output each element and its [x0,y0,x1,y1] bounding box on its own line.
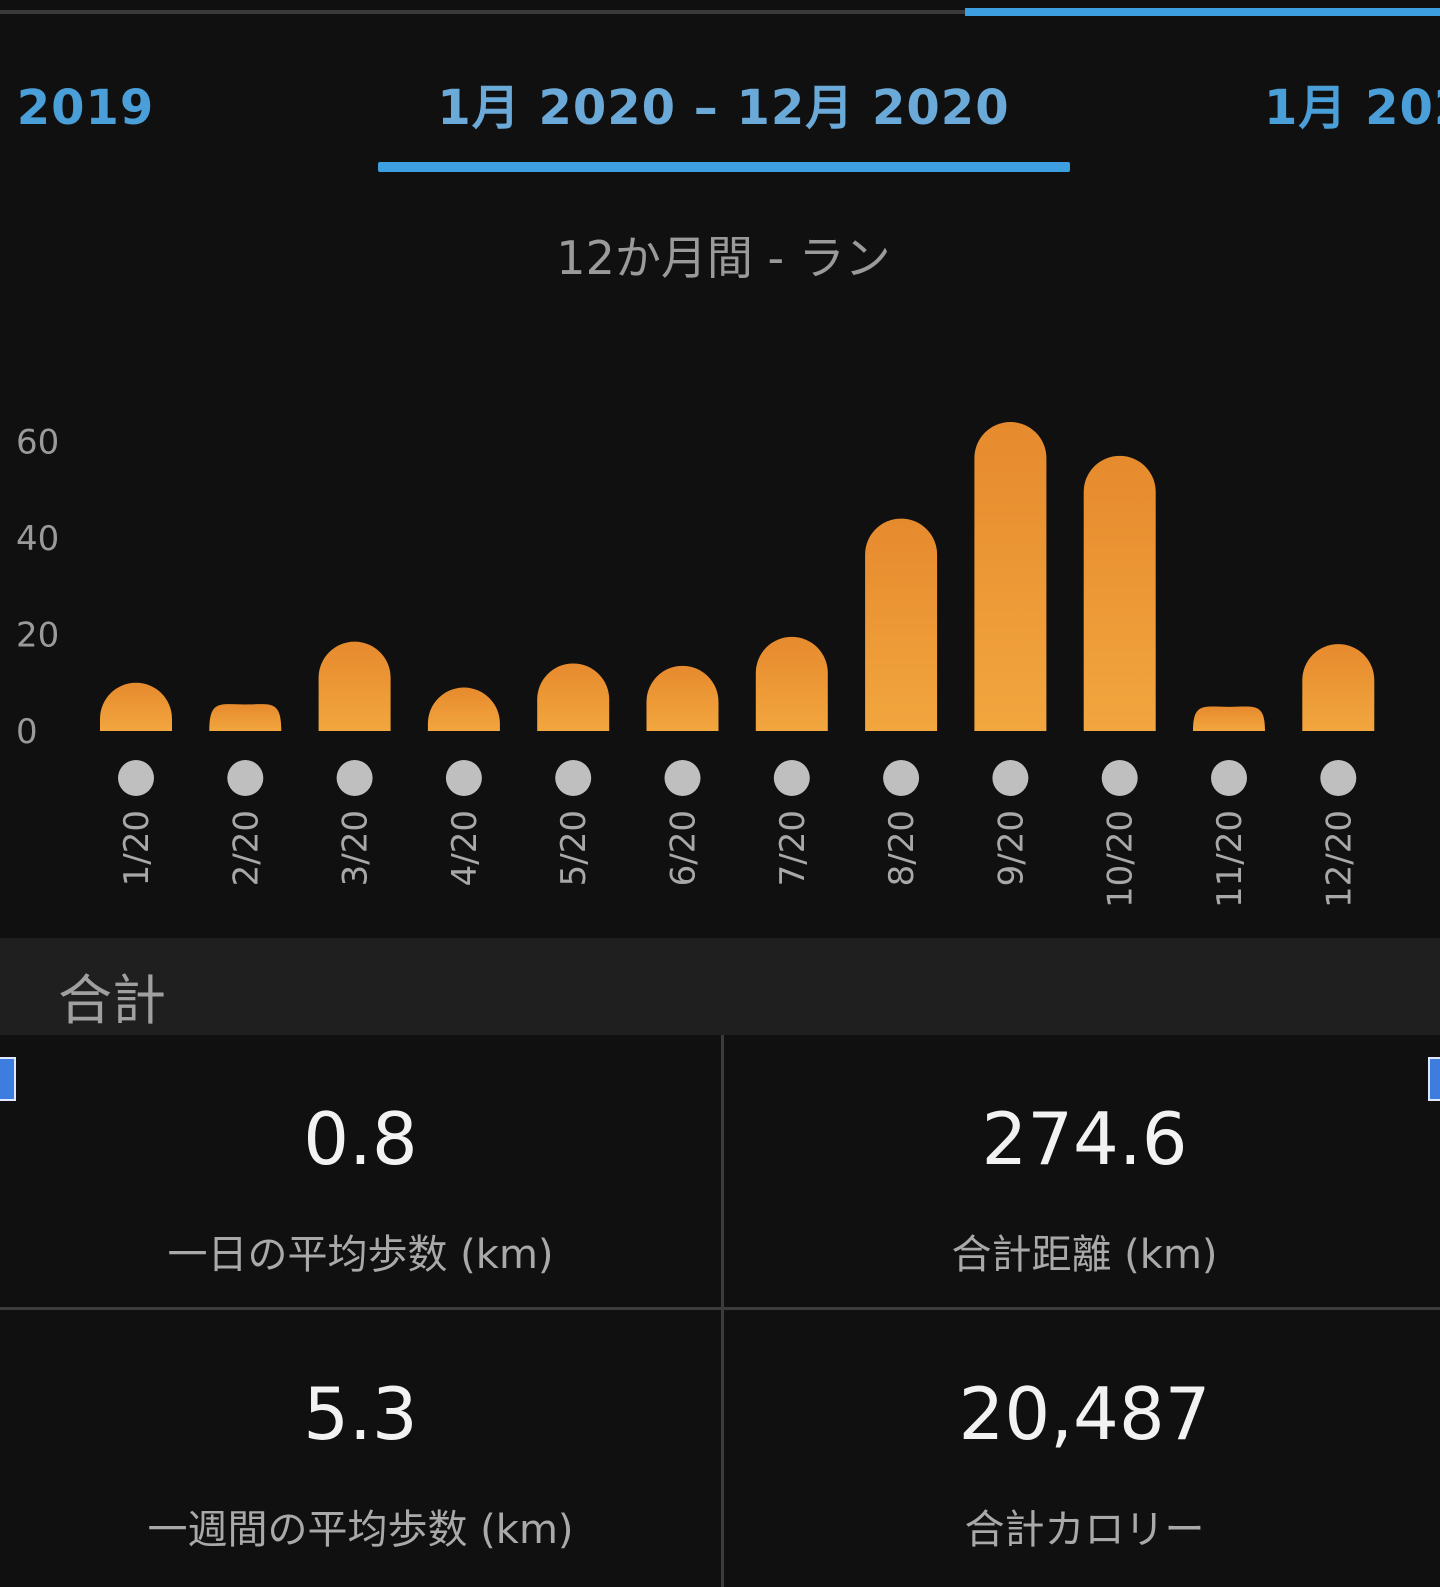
bar[interactable] [427,687,500,731]
summary-header-label: 合計 [58,969,166,1032]
x-tick-label: 3/20 [336,810,376,886]
x-tick-label: 4/20 [445,810,485,886]
x-tick-label: 10/20 [1101,810,1141,908]
x-tick-label: 6/20 [664,810,704,886]
y-tick-label: 60 [16,422,59,462]
category-dot [445,760,482,796]
monthly-run-bar-chart: 0 20 40 60 1/20 2/20 3/20 4/20 5/20 6/20 7/20 8/20… [16,422,1375,908]
x-tick-label: 5/20 [554,810,594,886]
grid-divider-horizontal [0,1307,1440,1310]
period-next[interactable]: 1月 202 [1264,80,1440,136]
category-dot [227,760,264,796]
category-dot [1211,760,1247,796]
stat-label: 合計カロリー [964,1507,1205,1553]
bar[interactable] [646,665,719,731]
period-prev[interactable]: 月 2019 [0,80,155,136]
x-tick-label: 2/20 [226,810,266,886]
stat-label: 合計距離 (km) [951,1232,1218,1278]
category-dot [1320,760,1357,796]
x-tick-label: 9/20 [991,810,1031,886]
grid-divider-vertical [721,1035,724,1587]
tab-indicator [965,8,1440,16]
stat-total-distance: 274.6 合計距離 (km) [724,1035,1440,1307]
stat-label: 一週間の平均歩数 (km) [147,1507,574,1553]
stat-value: 20,487 [958,1372,1211,1456]
stat-value: 5.3 [303,1372,418,1456]
bar[interactable] [1193,706,1265,731]
bar[interactable] [318,641,391,731]
bar[interactable] [1302,644,1375,731]
stat-value: 0.8 [303,1097,418,1181]
period-current[interactable]: 1月 2020 – 12月 2020 [437,80,1010,136]
category-dot [883,760,920,796]
resize-handle-right[interactable] [1428,1057,1440,1101]
bar[interactable] [100,682,172,731]
summary-header: 合計 [0,938,1440,1035]
chart-title: 12か月間 - ラン [556,231,891,285]
category-dot [555,760,592,796]
x-tick-label: 8/20 [882,810,922,886]
category-dot [664,760,701,796]
bar[interactable] [1083,455,1156,731]
stat-label: 一日の平均歩数 (km) [167,1232,554,1278]
bar[interactable] [974,422,1047,731]
stat-weekly-average: 5.3 一週間の平均歩数 (km) [0,1310,721,1582]
x-axis: 1/20 2/20 3/20 4/20 5/20 6/20 7/20 8/20 9/20 10/2… [117,810,1359,908]
y-tick-label: 20 [16,615,59,655]
category-dot [773,760,810,796]
resize-handle-left[interactable] [0,1057,16,1101]
bar[interactable] [537,663,610,731]
x-tick-label: 12/20 [1319,810,1359,908]
category-dot [118,760,154,796]
bar[interactable] [209,704,282,731]
bars [100,422,1375,731]
y-tick-label: 0 [16,712,38,752]
period-selected-underline [378,162,1070,172]
stat-daily-average: 0.8 一日の平均歩数 (km) [0,1035,721,1307]
bar[interactable] [755,636,828,731]
y-axis: 0 20 40 60 [16,422,59,752]
tab-track [0,10,1440,14]
category-dot [992,760,1029,796]
y-tick-label: 40 [16,519,59,559]
stat-total-calories: 20,487 合計カロリー [724,1310,1440,1582]
stat-value: 274.6 [981,1097,1188,1181]
x-tick-label: 1/20 [117,810,157,886]
summary-stats-grid: 0.8 一日の平均歩数 (km) 274.6 合計距離 (km) 5.3 一週間… [0,1035,1440,1587]
category-dot [1101,760,1138,796]
category-dots [118,760,1357,796]
x-tick-label: 11/20 [1210,810,1250,908]
bar[interactable] [865,518,938,731]
category-dot [336,760,373,796]
period-navigator: 月 2019 1月 2020 – 12月 2020 1月 202 [0,60,1440,180]
x-tick-label: 7/20 [773,810,813,886]
